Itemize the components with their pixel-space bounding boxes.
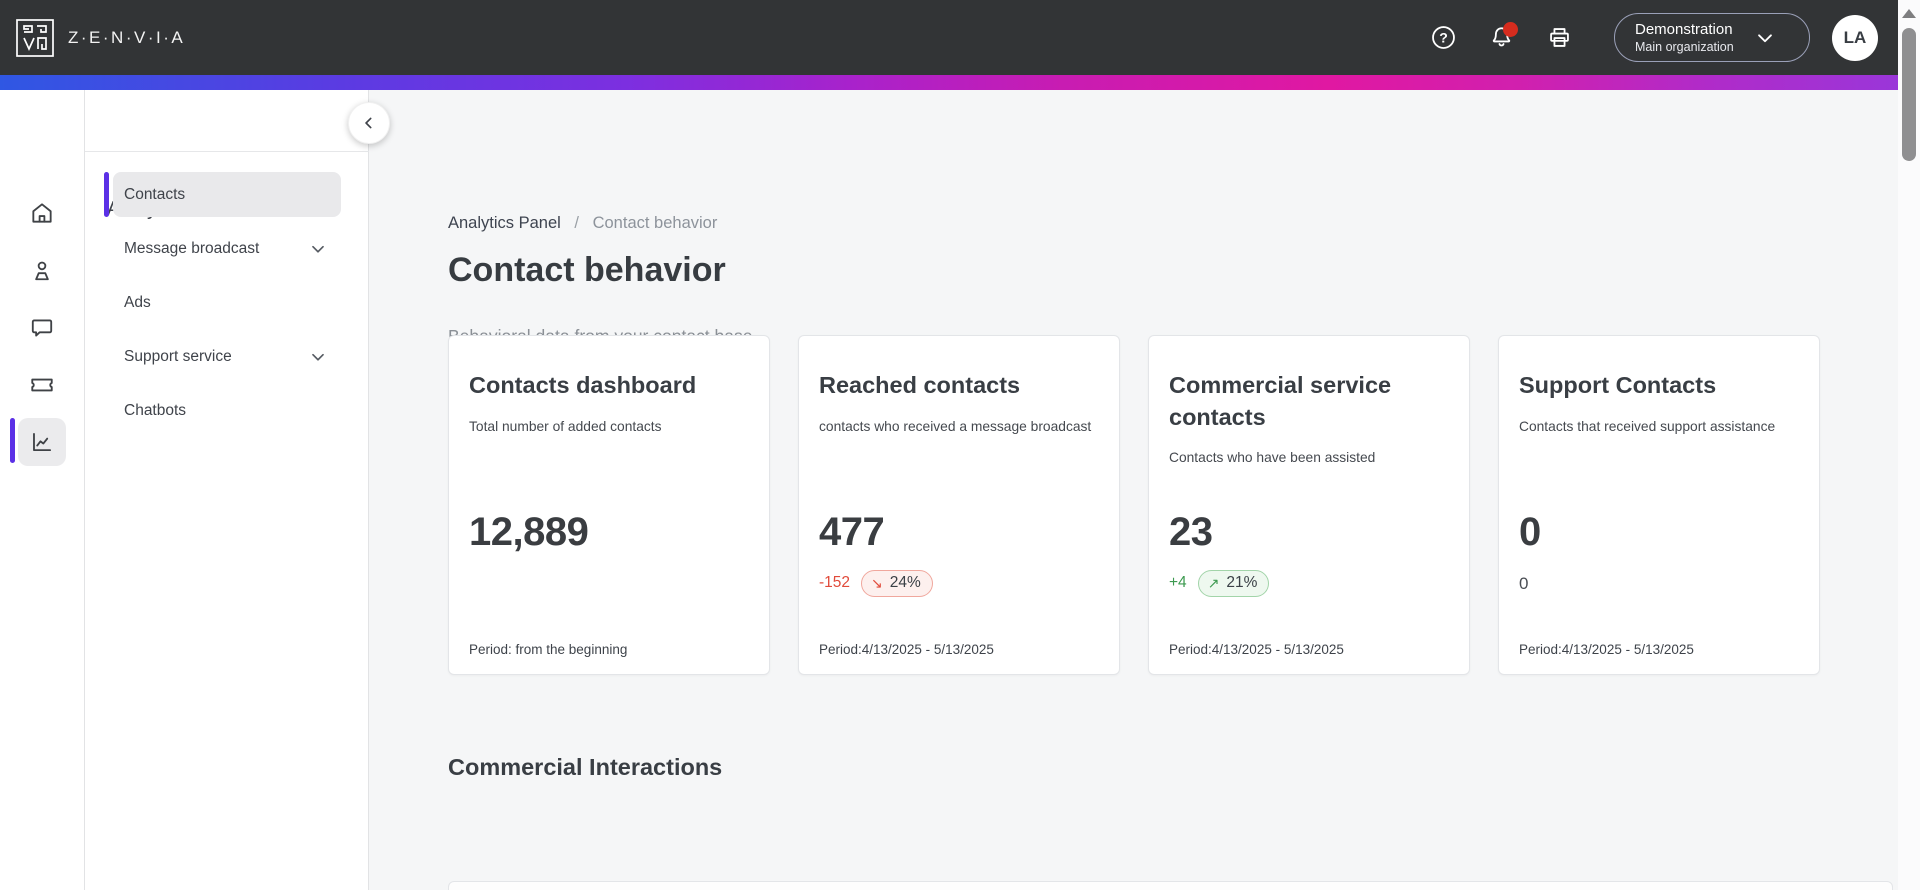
rail-item-home[interactable] xyxy=(18,189,66,237)
notifications-button[interactable] xyxy=(1479,16,1523,60)
metric-card-value: 0 xyxy=(1519,510,1541,554)
chat-icon xyxy=(29,315,55,341)
metric-card-description: Contacts who have been assisted xyxy=(1169,450,1376,466)
metric-card-description: Contacts that received support assistanc… xyxy=(1519,418,1776,434)
sidebar-item-contacts[interactable]: Contacts xyxy=(104,172,341,217)
sidebar-item-label: Support service xyxy=(124,347,232,365)
rail-item-conversations[interactable] xyxy=(18,304,66,352)
sidebar-active-indicator xyxy=(104,172,109,217)
metric-card-title: Contacts dashboard xyxy=(469,372,697,398)
svg-text:?: ? xyxy=(1439,29,1448,45)
metric-card-period: Period:4/13/2025 - 5/13/2025 xyxy=(1169,642,1344,657)
home-icon xyxy=(29,200,55,226)
chevron-down-icon xyxy=(307,346,329,368)
metric-card-value: 12,889 xyxy=(469,510,589,554)
breadcrumb-separator: / xyxy=(574,214,579,232)
rail-active-indicator xyxy=(10,418,15,463)
chevron-left-icon xyxy=(359,113,379,133)
sidebar-item-message-broadcast[interactable]: Message broadcast xyxy=(113,226,341,271)
sidebar-item-chatbots[interactable]: Chatbots xyxy=(113,388,341,433)
print-button[interactable] xyxy=(1537,16,1581,60)
section-title-commercial-interactions: Commercial Interactions xyxy=(448,754,723,780)
scrollbar-up-arrow[interactable] xyxy=(1902,9,1916,18)
rail-item-tickets[interactable] xyxy=(18,361,66,409)
metric-card-secondary-value: 0 xyxy=(1519,574,1529,593)
rail-item-analytics[interactable] xyxy=(18,418,66,466)
brand-gradient-bar xyxy=(0,75,1898,90)
rail-item-contacts[interactable] xyxy=(18,247,66,295)
ticket-icon xyxy=(29,372,55,398)
help-icon: ? xyxy=(1430,24,1457,51)
metric-card-period: Period:4/13/2025 - 5/13/2025 xyxy=(819,642,994,657)
metric-card-trend-row: +4 ↗ 21% xyxy=(1169,569,1270,597)
org-switcher[interactable]: Demonstration Main organization xyxy=(1614,13,1810,62)
main-content: Analytics Panel / Contact behavior Conta… xyxy=(369,90,1898,890)
help-button[interactable]: ? xyxy=(1421,16,1465,60)
sidebar-item-label: Ads xyxy=(124,293,151,311)
sidebar-menu: Contacts Message broadcast Ads Support serv… xyxy=(85,172,369,442)
brand-wordmark: Z·E·N·V·I·A xyxy=(68,27,186,47)
chevron-down-icon xyxy=(1752,25,1778,51)
zenvia-logo-icon xyxy=(15,18,55,58)
sidebar-item-label: Message broadcast xyxy=(124,239,260,257)
sidebar-item-label: Contacts xyxy=(124,185,186,203)
metric-card-title: Reached contacts xyxy=(819,372,1021,398)
breadcrumb-current: Contact behavior xyxy=(592,214,718,232)
metric-card-value: 23 xyxy=(1169,510,1213,554)
metric-card-contacts-dashboard: Contacts dashboard Total number of added … xyxy=(448,335,770,675)
app-header: Z·E·N·V·I·A ? Demonstr xyxy=(0,0,1898,75)
metric-cards-row: Contacts dashboard Total number of added … xyxy=(448,335,1820,675)
org-subtitle: Main organization xyxy=(1635,39,1734,54)
metric-card-description: Total number of added contacts xyxy=(469,418,662,434)
metric-card-period: Period: from the beginning xyxy=(469,642,628,657)
metric-card-title: Commercial service contacts xyxy=(1169,372,1392,430)
metric-card-support-contacts: Support Contacts Contacts that received s… xyxy=(1498,335,1820,675)
trend-down-arrow-icon: ↘ xyxy=(871,574,883,591)
printer-icon xyxy=(1546,24,1573,51)
trend-badge: ↗ 21% xyxy=(1197,569,1270,597)
org-switcher-text: Demonstration Main organization xyxy=(1635,21,1734,55)
trend-percent: 24% xyxy=(889,574,921,591)
metric-card-delta: +4 xyxy=(1169,574,1187,591)
avatar[interactable]: LA xyxy=(1832,14,1878,61)
icon-rail xyxy=(0,90,85,890)
metric-card-period: Period:4/13/2025 - 5/13/2025 xyxy=(1519,642,1694,657)
breadcrumb: Analytics Panel / Contact behavior xyxy=(448,214,717,233)
metric-card-value: 477 xyxy=(819,510,885,554)
sidebar-divider xyxy=(85,151,369,152)
scrollbar xyxy=(1898,0,1920,890)
chevron-down-icon xyxy=(307,238,329,260)
trend-up-arrow-icon: ↗ xyxy=(1207,574,1220,591)
metric-card-delta: -152 xyxy=(819,574,851,591)
org-name: Demonstration xyxy=(1635,20,1733,38)
sidebar-collapse-button[interactable] xyxy=(348,102,390,144)
metric-card-reached-contacts: Reached contacts contacts who received a … xyxy=(798,335,1120,675)
trend-percent: 21% xyxy=(1226,574,1258,591)
notification-badge xyxy=(1503,21,1518,37)
scrollbar-thumb[interactable] xyxy=(1902,28,1916,161)
sidebar-item-ads[interactable]: Ads xyxy=(113,280,341,325)
metric-card-commercial-service-contacts: Commercial service contacts Contacts who … xyxy=(1148,335,1470,675)
trend-badge: ↘ 24% xyxy=(861,569,933,597)
metric-card-description: contacts who received a message broadcas… xyxy=(819,418,1092,434)
person-icon xyxy=(29,258,55,284)
sidebar-item-support-service[interactable]: Support service xyxy=(113,334,341,379)
page-title: Contact behavior xyxy=(448,251,726,289)
commercial-interactions-card-top xyxy=(448,881,1893,890)
metric-card-title: Support Contacts xyxy=(1519,372,1717,398)
sidebar-item-label: Chatbots xyxy=(124,401,187,419)
line-chart-icon xyxy=(29,429,55,455)
metric-card-trend-row: -152 ↘ 24% xyxy=(819,569,933,597)
breadcrumb-parent-link[interactable]: Analytics Panel xyxy=(448,214,561,232)
